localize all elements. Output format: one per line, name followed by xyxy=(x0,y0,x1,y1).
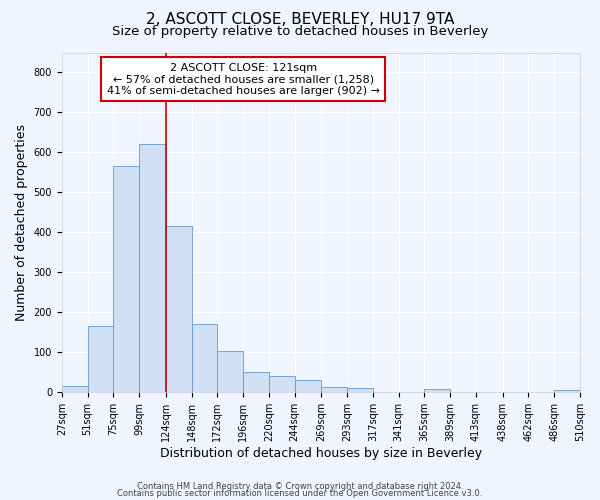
Text: 2 ASCOTT CLOSE: 121sqm
← 57% of detached houses are smaller (1,258)
41% of semi-: 2 ASCOTT CLOSE: 121sqm ← 57% of detached… xyxy=(107,62,380,96)
Text: Size of property relative to detached houses in Beverley: Size of property relative to detached ho… xyxy=(112,25,488,38)
Bar xyxy=(166,226,191,392)
Bar xyxy=(243,372,269,392)
X-axis label: Distribution of detached houses by size in Beverley: Distribution of detached houses by size … xyxy=(160,447,482,460)
Text: Contains public sector information licensed under the Open Government Licence v3: Contains public sector information licen… xyxy=(118,489,482,498)
Bar xyxy=(322,387,347,392)
Bar xyxy=(88,326,113,392)
Text: 2, ASCOTT CLOSE, BEVERLEY, HU17 9TA: 2, ASCOTT CLOSE, BEVERLEY, HU17 9TA xyxy=(146,12,454,28)
Y-axis label: Number of detached properties: Number of detached properties xyxy=(15,124,28,321)
Bar xyxy=(191,324,217,392)
Text: Contains HM Land Registry data © Crown copyright and database right 2024.: Contains HM Land Registry data © Crown c… xyxy=(137,482,463,491)
Bar xyxy=(62,386,88,392)
Bar xyxy=(295,380,322,392)
Bar xyxy=(139,144,166,392)
Bar xyxy=(269,376,295,392)
Bar xyxy=(217,351,243,393)
Bar xyxy=(424,388,450,392)
Bar xyxy=(113,166,139,392)
Bar xyxy=(554,390,580,392)
Bar xyxy=(347,388,373,392)
